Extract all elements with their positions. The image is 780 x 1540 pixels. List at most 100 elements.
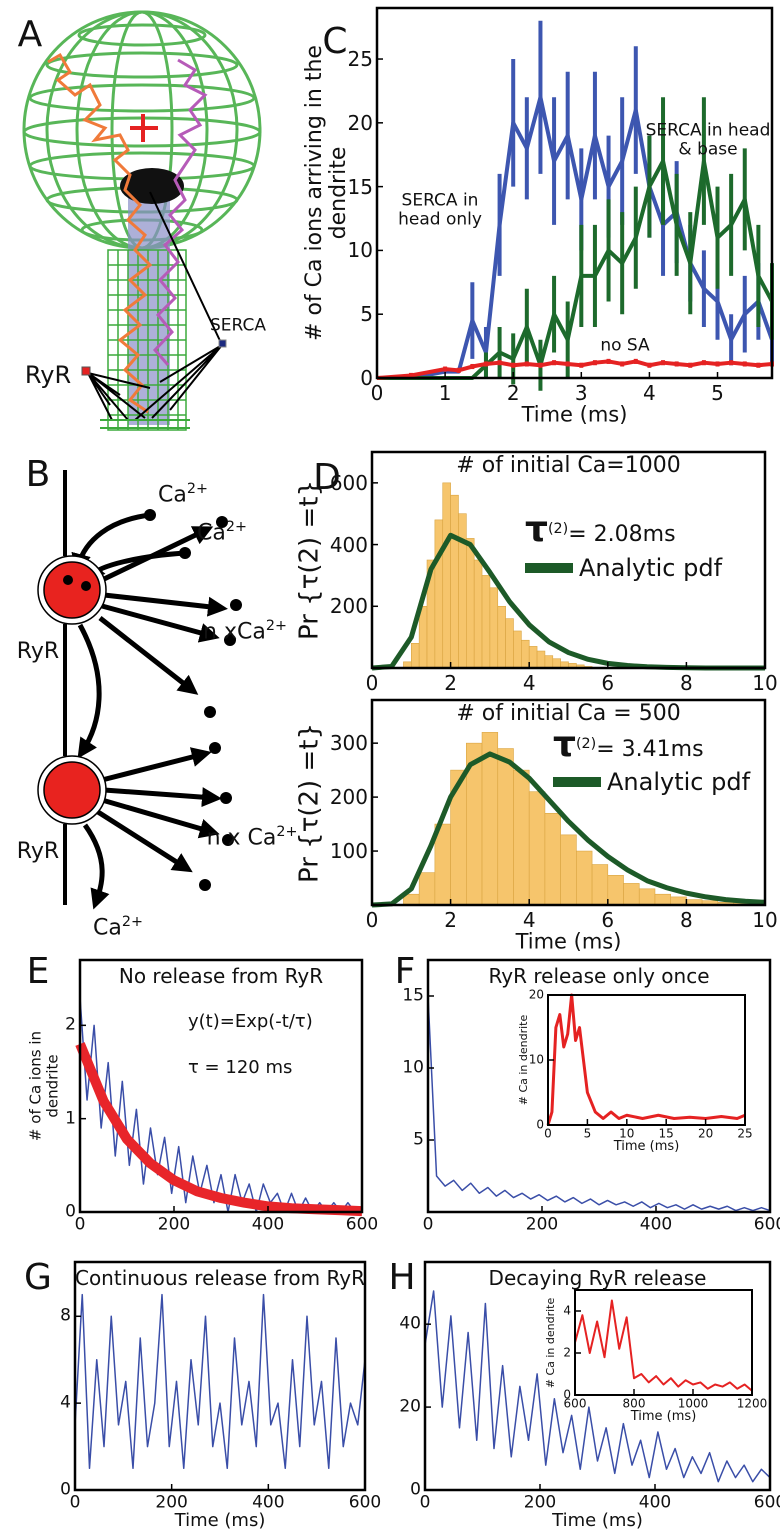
x-axis-label: Time (ms) xyxy=(174,1510,266,1532)
panel-letter: E xyxy=(26,951,50,993)
x-tick-label: 4 xyxy=(643,381,656,405)
tau-symbol: τ xyxy=(525,509,548,551)
histogram-bar xyxy=(481,575,491,669)
x-tick-label: 10 xyxy=(752,908,778,932)
y-tick-label: 400 xyxy=(329,532,368,557)
x-tick-label: 0 xyxy=(365,671,379,695)
x-tick-label: 200 xyxy=(155,1492,188,1513)
x-tick-label: 600 xyxy=(563,1396,587,1411)
x-tick-label: 0 xyxy=(74,1214,86,1235)
series-line xyxy=(75,1042,363,1217)
panel-letter: B xyxy=(25,454,51,496)
diagram-label: RyR xyxy=(17,839,59,864)
x-tick-label: 0 xyxy=(422,1214,434,1235)
panel-letter: H xyxy=(388,1257,416,1299)
y-tick-label: 2 xyxy=(65,1014,76,1035)
x-axis-label: Time (ms) xyxy=(515,929,622,954)
histogram-bar xyxy=(536,650,546,669)
ryr-label: RyR xyxy=(24,360,72,389)
tau-superscript: (2) xyxy=(575,735,597,752)
x-tick-label: 800 xyxy=(622,1396,646,1411)
histogram-bar xyxy=(489,587,499,669)
diagram-label: n x Ca2+ xyxy=(206,824,298,851)
y-tick-label: 5 xyxy=(360,302,373,327)
x-axis-label: Time (ms) xyxy=(552,1510,643,1532)
x-tick-label: 600 xyxy=(348,1492,382,1513)
label-superscript: 2+ xyxy=(121,914,143,931)
y-axis-label: # Ca in dendrite xyxy=(516,1014,530,1106)
label-text: n x Ca xyxy=(206,825,277,851)
y-tick-label: 25 xyxy=(347,47,373,72)
x-tick-label: 20 xyxy=(697,1126,714,1141)
y-tick-label: 0 xyxy=(360,366,373,390)
x-tick-label: 0 xyxy=(544,1126,552,1141)
diagram-label: Ca2+ xyxy=(197,519,247,546)
chart-title: # of initial Ca = 500 xyxy=(456,700,681,726)
label-text: n xCa xyxy=(203,619,266,645)
series-line xyxy=(424,1290,771,1483)
histogram-bar xyxy=(607,875,624,906)
series-line xyxy=(377,95,774,380)
tau-superscript: (2) xyxy=(547,520,569,537)
histogram-bar xyxy=(497,748,514,906)
chart-title: # of initial Ca=1000 xyxy=(456,452,681,478)
x-tick-label: 4 xyxy=(522,671,536,695)
plot-frame xyxy=(375,6,774,380)
tau-symbol: τ xyxy=(553,724,576,766)
y-tick-label: 100 xyxy=(329,839,368,864)
x-tick-label: 2 xyxy=(506,381,520,405)
histogram-bar xyxy=(528,646,538,669)
x-tick-label: 200 xyxy=(525,1214,559,1235)
histogram-bar xyxy=(544,812,561,906)
serca-label: SERCA xyxy=(210,315,266,336)
y-tick-label: 4 xyxy=(563,1303,571,1318)
panel-letter: D xyxy=(313,457,341,499)
label-text: Ca xyxy=(197,520,226,546)
histogram-bar xyxy=(450,494,459,669)
x-tick-label: 400 xyxy=(252,1492,285,1513)
series-line xyxy=(377,159,774,380)
histogram-bar xyxy=(591,864,609,906)
chart-title: Decaying RyR release xyxy=(488,1266,707,1290)
label-text: Ca xyxy=(93,915,122,941)
y-axis-label: # of Ca ions in dendrite xyxy=(26,1030,62,1142)
tau-value: = 3.41ms xyxy=(596,737,704,763)
x-tick-label: 10 xyxy=(619,1126,635,1141)
annotation: y(t)=Exp(-t/τ) xyxy=(188,1011,313,1033)
plot-frame xyxy=(78,958,364,1214)
histogram-bar xyxy=(654,893,671,906)
series-line xyxy=(427,995,771,1212)
x-tick-label: 5 xyxy=(711,381,724,405)
x-tick-label: 600 xyxy=(753,1492,780,1513)
x-tick-label: 8 xyxy=(680,671,693,695)
y-tick-label: 300 xyxy=(329,731,368,756)
plot-background xyxy=(80,960,362,1212)
x-tick-label: 200 xyxy=(523,1492,557,1513)
histogram-bar xyxy=(576,850,593,906)
y-tick-label: 40 xyxy=(399,1313,421,1334)
x-tick-label: 400 xyxy=(251,1214,285,1235)
y-tick-label: 10 xyxy=(347,238,373,263)
label-superscript: 2+ xyxy=(225,519,247,536)
y-tick-label: 8 xyxy=(60,1305,71,1326)
histogram-bar xyxy=(560,834,577,906)
x-tick-label: 600 xyxy=(345,1214,379,1235)
panel-letter: F xyxy=(394,951,416,993)
histogram-bar xyxy=(528,791,546,906)
x-tick-label: 400 xyxy=(639,1214,673,1235)
plot-background xyxy=(575,1290,752,1395)
y-tick-label: 200 xyxy=(329,785,368,810)
series-label: SERCA in head & base xyxy=(645,120,771,159)
diagram-label: RyR xyxy=(17,639,59,664)
histogram-bar xyxy=(513,630,522,669)
x-tick-label: 15 xyxy=(658,1126,674,1141)
y-tick-label: 15 xyxy=(347,174,373,199)
plot-frame xyxy=(574,1289,753,1396)
x-tick-label: 6 xyxy=(601,671,615,695)
panel-a-drawing xyxy=(22,10,262,431)
histogram-bar xyxy=(552,658,561,669)
chart-title: RyR release only once xyxy=(488,964,710,988)
y-tick-label: 0 xyxy=(563,1387,571,1402)
